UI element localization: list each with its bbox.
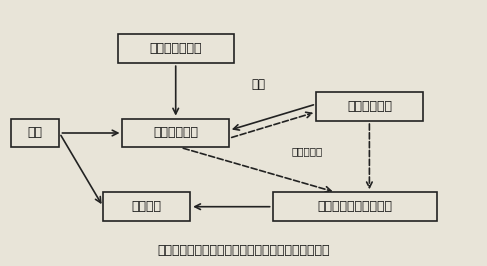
FancyBboxPatch shape	[273, 192, 437, 221]
Text: 図　環境容量の３つの領域と指標及び基準との関係: 図 環境容量の３つの領域と指標及び基準との関係	[157, 244, 330, 257]
FancyBboxPatch shape	[122, 119, 229, 147]
Text: 許容負荷量: 許容負荷量	[292, 146, 323, 156]
FancyBboxPatch shape	[11, 119, 59, 147]
Text: 水域環境変化: 水域環境変化	[153, 127, 198, 139]
Text: 作用: 作用	[251, 78, 265, 91]
FancyBboxPatch shape	[103, 192, 190, 221]
Text: 指標: 指標	[28, 127, 43, 139]
Text: 水利用社会の環境容量: 水利用社会の環境容量	[318, 200, 393, 213]
Text: 環境基準: 環境基準	[131, 200, 162, 213]
Text: 流域環境容量: 流域環境容量	[347, 100, 392, 113]
Text: 水域の環境容量: 水域の環境容量	[150, 42, 202, 55]
FancyBboxPatch shape	[117, 34, 234, 63]
FancyBboxPatch shape	[316, 92, 423, 121]
